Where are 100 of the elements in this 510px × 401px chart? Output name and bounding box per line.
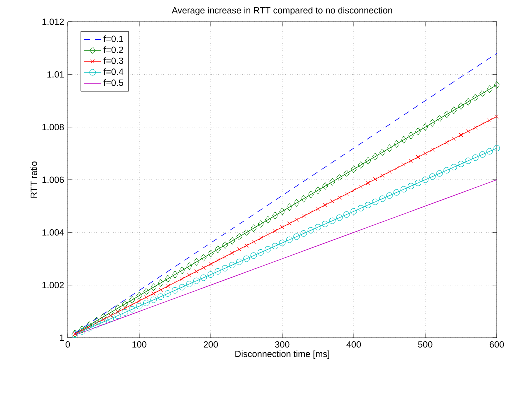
point	[100, 313, 107, 321]
y-tick-label: 1.004	[42, 229, 64, 236]
point	[380, 148, 386, 156]
point	[436, 115, 443, 123]
point	[258, 236, 264, 241]
point	[222, 241, 228, 250]
point	[379, 196, 386, 202]
point	[122, 309, 128, 316]
x-axis-title: Disconnection time [ms]	[236, 350, 330, 360]
point	[338, 196, 342, 200]
point	[250, 252, 258, 260]
point	[180, 276, 184, 282]
point	[244, 244, 249, 248]
point	[208, 272, 214, 278]
point	[473, 126, 478, 130]
point	[308, 227, 314, 234]
point	[280, 208, 286, 216]
point	[280, 225, 285, 230]
point	[336, 214, 343, 222]
point	[423, 152, 428, 156]
point	[365, 202, 372, 209]
x-tick-label: 0	[66, 342, 70, 348]
point	[388, 170, 392, 174]
point	[294, 234, 300, 240]
point	[400, 186, 408, 193]
point	[164, 290, 172, 297]
point	[223, 254, 228, 259]
point	[394, 166, 399, 170]
point	[216, 258, 220, 263]
point	[266, 232, 270, 237]
point	[315, 186, 322, 194]
point	[114, 312, 122, 320]
point	[430, 119, 436, 127]
point	[215, 246, 222, 254]
point	[79, 326, 86, 334]
point	[250, 224, 257, 232]
point	[123, 306, 128, 311]
point	[108, 316, 114, 322]
point	[286, 204, 293, 212]
point	[480, 90, 486, 98]
point	[108, 314, 113, 318]
point	[472, 154, 479, 162]
point	[229, 262, 236, 269]
point	[373, 177, 378, 182]
point	[208, 250, 214, 258]
point	[288, 222, 292, 226]
point	[438, 144, 442, 148]
point	[422, 123, 428, 132]
point	[94, 321, 99, 326]
point	[352, 188, 356, 193]
point	[494, 145, 500, 152]
point	[137, 299, 142, 304]
point	[466, 129, 470, 134]
point	[258, 220, 264, 228]
point	[488, 118, 492, 123]
x-tick-label: 200	[204, 342, 218, 348]
point	[143, 300, 150, 306]
point	[258, 249, 264, 256]
point	[329, 218, 336, 224]
point	[444, 110, 450, 119]
point	[322, 182, 328, 190]
point	[265, 216, 272, 224]
point	[136, 292, 142, 300]
point	[230, 237, 236, 245]
point	[480, 122, 485, 126]
point	[179, 266, 186, 274]
point	[186, 281, 193, 288]
point	[372, 152, 378, 161]
point	[359, 184, 364, 189]
point	[401, 136, 407, 144]
point	[479, 151, 486, 158]
point	[394, 140, 400, 148]
point	[386, 192, 393, 200]
point	[252, 240, 256, 244]
point	[386, 144, 393, 152]
point	[409, 158, 414, 164]
legend-label: f=0.3	[104, 58, 124, 64]
point	[158, 279, 164, 288]
point	[236, 233, 243, 241]
point	[415, 180, 422, 186]
point	[472, 94, 478, 102]
point	[122, 300, 128, 308]
point	[238, 247, 242, 252]
y-axis-title: RTT ratio	[30, 162, 38, 198]
point	[187, 273, 192, 278]
point	[358, 161, 364, 170]
point	[450, 164, 458, 171]
y-tick-label: 1.002	[42, 282, 64, 289]
point	[100, 318, 107, 326]
point	[294, 199, 300, 208]
x-tick-label: 300	[275, 342, 290, 348]
point	[186, 262, 192, 270]
point	[200, 254, 207, 262]
point	[286, 236, 293, 244]
point	[444, 167, 450, 174]
point	[244, 228, 250, 236]
point	[193, 278, 200, 284]
point	[136, 303, 143, 310]
point	[351, 166, 357, 174]
x-tick-label: 600	[490, 342, 504, 348]
